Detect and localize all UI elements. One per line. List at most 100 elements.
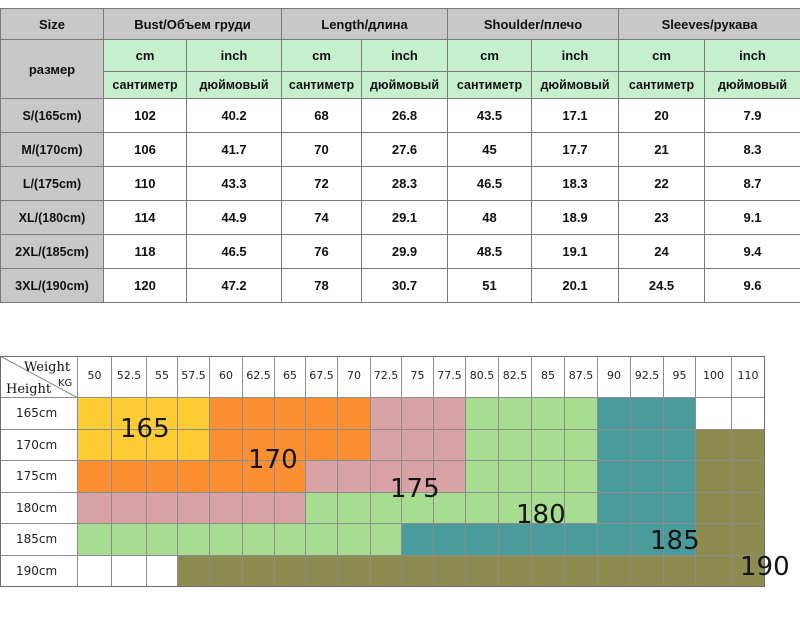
size-zone-cell <box>371 555 402 587</box>
size-value: 43.3 <box>185 166 283 201</box>
size-value: 7.9 <box>704 98 800 133</box>
size-zone-cell <box>434 398 466 430</box>
size-zone-cell <box>243 492 275 524</box>
size-zone-cell <box>598 429 631 461</box>
size-row-label: 3XL/(190cm) <box>0 268 104 303</box>
size-value: 120 <box>103 268 187 303</box>
weight-column-header: 67.5 <box>306 356 338 398</box>
size-zone-cell <box>402 461 434 493</box>
weight-column-header: 80.5 <box>466 356 499 398</box>
size-zone-cell <box>306 555 338 587</box>
size-zone-cell <box>338 555 371 587</box>
size-zone-cell <box>466 398 499 430</box>
size-value: 76 <box>281 234 363 269</box>
unit-inch-ru: дюймовый <box>185 71 283 99</box>
sleeves-header: Sleeves/рукава <box>618 8 800 40</box>
size-value: 78 <box>281 268 363 303</box>
size-zone-cell <box>178 461 210 493</box>
size-zone-cell <box>664 524 696 556</box>
size-zone-cell <box>275 555 306 587</box>
size-value: 17.7 <box>531 132 620 167</box>
weight-column-header: 92.5 <box>631 356 664 398</box>
size-zone-cell <box>532 492 565 524</box>
size-row-label: L/(175cm) <box>0 166 104 201</box>
corner-diagonal <box>0 356 78 398</box>
size-value: 20 <box>618 98 706 133</box>
size-zone-cell <box>499 555 532 587</box>
size-zone-cell <box>664 461 696 493</box>
size-zone-cell <box>147 492 178 524</box>
size-zone-cell <box>210 555 243 587</box>
size-zone-cell <box>306 429 338 461</box>
unit-cm: cm <box>447 39 533 72</box>
size-zone-cell <box>243 461 275 493</box>
size-zone-cell <box>78 492 112 524</box>
unit-inch: inch <box>704 39 800 72</box>
size-value: 9.6 <box>704 268 800 303</box>
unit-cm-ru: сантиметр <box>103 71 187 99</box>
size-value: 22 <box>618 166 706 201</box>
weight-column-header: 50 <box>78 356 112 398</box>
size-zone-cell <box>371 461 402 493</box>
size-zone-cell <box>147 524 178 556</box>
weight-column-header: 60 <box>210 356 243 398</box>
kg-label: KG <box>58 378 73 389</box>
size-zone-cell <box>147 461 178 493</box>
size-zone-label: 175 <box>390 474 440 504</box>
size-zone-cell <box>631 524 664 556</box>
size-row: L/(175cm) 110 43.3 72 28.3 46.5 18.3 22 8.7 <box>0 166 800 201</box>
size-value: 46.5 <box>447 166 533 201</box>
size-value: 114 <box>103 200 187 235</box>
size-value: 46.5 <box>185 234 283 269</box>
size-zone-cell <box>499 461 532 493</box>
size-zone-cell <box>565 524 598 556</box>
size-zone-cell <box>243 398 275 430</box>
size-zone-cell <box>178 398 210 430</box>
size-zone-cell <box>306 492 338 524</box>
size-zone-cell <box>732 524 765 556</box>
size-value: 47.2 <box>185 268 283 303</box>
unit-inch-ru: дюймовый <box>704 71 800 99</box>
size-zone-cell <box>732 429 765 461</box>
size-zone-cell <box>402 555 434 587</box>
size-zone-cell <box>532 555 565 587</box>
unit-cm: cm <box>281 39 363 72</box>
size-zone-cell <box>696 461 732 493</box>
size-zone-cell <box>466 461 499 493</box>
size-value: 70 <box>281 132 363 167</box>
size-zone-cell <box>732 398 765 430</box>
size-value: 51 <box>447 268 533 303</box>
size-zone-cell <box>306 398 338 430</box>
weight-column-header: 90 <box>598 356 631 398</box>
size-value: 72 <box>281 166 363 201</box>
size-zone-cell <box>696 398 732 430</box>
size-zone-cell <box>243 555 275 587</box>
size-zone-label: 190 <box>740 552 790 582</box>
size-value: 9.1 <box>704 200 800 235</box>
size-zone-cell <box>275 524 306 556</box>
weight-column-header: 62.5 <box>243 356 275 398</box>
height-label: Height <box>6 382 52 397</box>
size-zone-cell <box>631 398 664 430</box>
unit-cm-ru: сантиметр <box>618 71 706 99</box>
size-value: 118 <box>103 234 187 269</box>
bust-header: Bust/Объем груди <box>102 8 283 40</box>
size-zone-cell <box>598 461 631 493</box>
size-zone-cell <box>112 429 147 461</box>
size-value: 20.1 <box>531 268 620 303</box>
size-value: 43.5 <box>447 98 533 133</box>
size-value: 17.1 <box>531 98 620 133</box>
size-zone-cell <box>499 398 532 430</box>
size-zone-cell <box>178 555 210 587</box>
size-zone-cell <box>275 461 306 493</box>
size-zone-cell <box>664 398 696 430</box>
size-value: 29.9 <box>361 234 449 269</box>
size-zone-cell <box>466 492 499 524</box>
size-zone-cell <box>499 492 532 524</box>
size-zone-cell <box>371 524 402 556</box>
size-zone-cell <box>178 429 210 461</box>
size-zone-cell <box>631 555 664 587</box>
size-zone-cell <box>532 461 565 493</box>
size-zone-cell <box>147 555 178 587</box>
height-row-label: 180cm <box>0 492 78 524</box>
